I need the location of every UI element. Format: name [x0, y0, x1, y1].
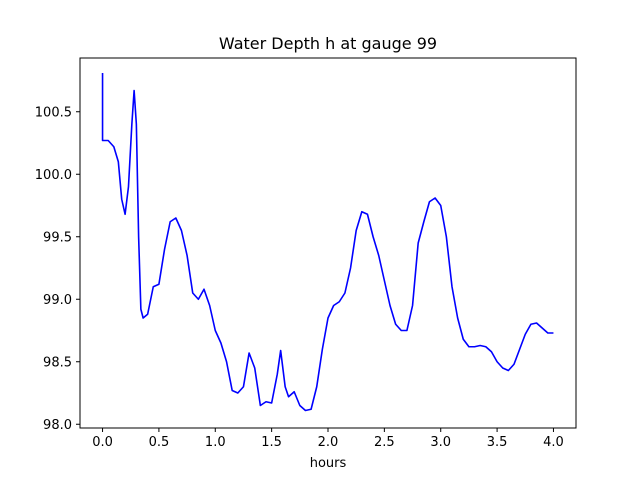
x-tick-label: 2.0	[318, 435, 339, 450]
x-tick-label: 0.5	[149, 435, 170, 450]
y-tick-label: 99.0	[43, 293, 72, 308]
y-tick-label: 100.0	[35, 168, 72, 183]
y-tick-label: 98.5	[43, 355, 72, 370]
plot-area: 0.0 0.5 1.0 1.5 2.0 2.5 3.0 3.5 4.0 98.0 98.5 99.0 9…	[35, 57, 577, 450]
x-tick-label: 1.0	[205, 435, 226, 450]
x-tick-label: 3.5	[487, 435, 508, 450]
y-tick-label: 98.0	[43, 418, 72, 433]
x-tick-label: 0.0	[92, 435, 113, 450]
chart-title: Water Depth h at gauge 99	[219, 34, 437, 53]
x-axis-label: hours	[310, 456, 347, 471]
y-tick-label: 100.5	[35, 105, 72, 120]
x-tick-label: 4.0	[543, 435, 564, 450]
x-tick-label: 1.5	[261, 435, 282, 450]
x-tick-label: 2.5	[374, 435, 395, 450]
y-tick-label: 99.5	[43, 230, 72, 245]
x-tick-label: 3.0	[430, 435, 451, 450]
series-line-0	[101, 73, 554, 412]
